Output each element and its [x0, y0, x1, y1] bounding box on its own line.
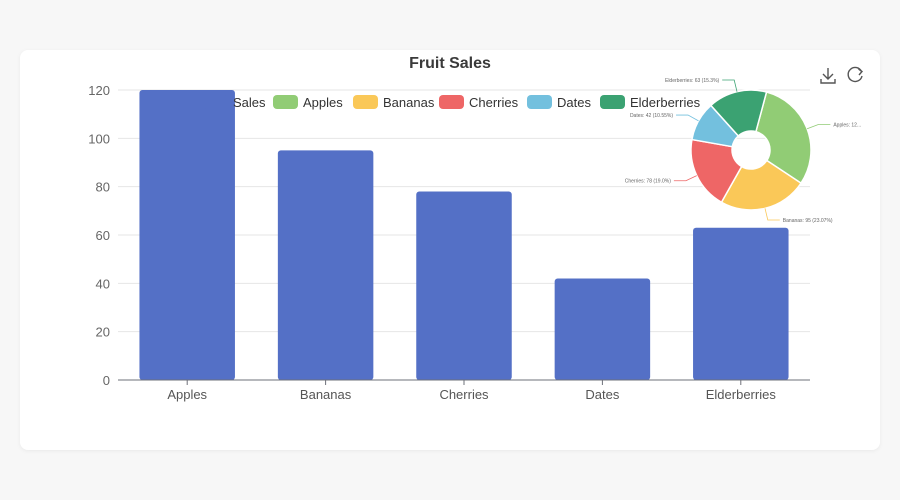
legend-label[interactable]: Elderberries	[630, 95, 701, 110]
pie-label-line	[806, 124, 831, 130]
y-tick-label: 100	[88, 131, 110, 146]
legend-swatch[interactable]	[527, 95, 552, 109]
chart-title: Fruit Sales	[409, 55, 491, 72]
legend-label[interactable]: Dates	[557, 95, 591, 110]
pie-label-line	[764, 208, 780, 221]
pie-slice[interactable]	[754, 91, 812, 185]
legend-swatch[interactable]	[600, 95, 625, 109]
pie-slice-label: Cherries: 78 (19.0%)	[625, 179, 671, 185]
x-tick-label: Cherries	[439, 387, 489, 402]
bar[interactable]	[416, 191, 512, 381]
refresh-icon[interactable]	[847, 66, 864, 83]
x-tick-label: Elderberries	[706, 387, 777, 402]
legend-label[interactable]: Cherries	[469, 95, 519, 110]
pie-slice-label: Dates: 42 (10.55%)	[630, 113, 673, 119]
bar[interactable]	[554, 278, 651, 381]
legend-swatch[interactable]	[439, 95, 464, 109]
legend-label[interactable]: Apples	[303, 95, 343, 110]
y-tick-label: 0	[103, 373, 110, 388]
pie-label-line	[722, 79, 738, 92]
y-tick-label: 20	[96, 325, 110, 340]
pie-slice[interactable]	[690, 138, 743, 204]
legend-swatch[interactable]	[203, 95, 228, 109]
legend-label[interactable]: Sales	[233, 95, 266, 110]
x-tick-label: Dates	[585, 387, 619, 402]
y-tick-label: 80	[96, 180, 110, 195]
x-tick-label: Apples	[167, 387, 207, 402]
bar[interactable]	[693, 227, 789, 380]
bar[interactable]	[277, 150, 374, 380]
pie-slice[interactable]	[709, 89, 768, 137]
bar-series	[139, 90, 789, 381]
legend-swatch[interactable]	[353, 95, 378, 109]
pie-label-line	[676, 114, 699, 122]
pie-slice-label: Apples: 12...	[833, 123, 861, 129]
pie-slice-label: Elderberries: 63 (15.3%)	[665, 78, 720, 84]
download-icon[interactable]	[820, 68, 836, 84]
pie-slice[interactable]	[720, 159, 803, 211]
pie-label-line	[673, 175, 697, 182]
legend: Sales Apples Bananas Cherries Dates Elderberr…	[203, 95, 701, 110]
y-tick-label: 60	[96, 228, 110, 243]
pie-slice-label: Bananas: 95 (23.07%)	[783, 218, 833, 224]
x-tick-label: Bananas	[300, 387, 352, 402]
y-tick-label: 40	[96, 276, 110, 291]
legend-swatch[interactable]	[273, 95, 298, 109]
axes: 0 20 40 60 80 100 120 Apples Bananas Cherries Date…	[88, 83, 810, 402]
y-tick-label: 120	[88, 83, 110, 98]
legend-label[interactable]: Bananas	[383, 95, 435, 110]
bar[interactable]	[139, 90, 235, 380]
pie-chart: Apples: 12... Bananas: 95 (23.07%) Cherrie…	[625, 78, 861, 224]
